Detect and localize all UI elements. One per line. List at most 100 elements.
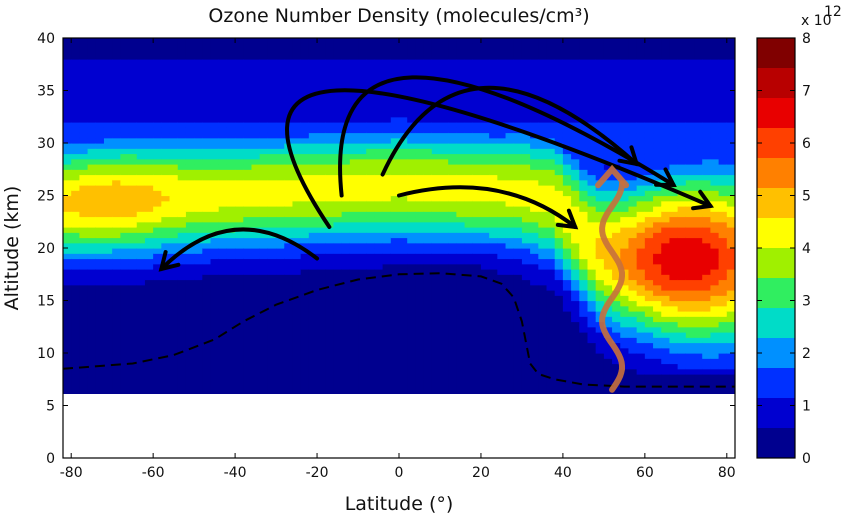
heatmap-cell	[128, 242, 138, 249]
heatmap-cell	[333, 158, 343, 165]
heatmap-cell	[341, 137, 351, 144]
heatmap-cell	[128, 69, 138, 76]
heatmap-cell	[497, 263, 507, 270]
heatmap-cell	[415, 179, 425, 186]
heatmap-cell	[71, 90, 80, 97]
heatmap-cell	[374, 363, 384, 370]
heatmap-cell	[423, 48, 433, 55]
heatmap-cell	[79, 216, 89, 223]
heatmap-cell	[235, 185, 244, 191]
heatmap-cell	[587, 95, 597, 102]
heatmap-cell	[579, 263, 589, 270]
heatmap-cell	[480, 200, 490, 207]
heatmap-cell	[661, 342, 671, 349]
heatmap-cell	[448, 305, 457, 312]
heatmap-cell	[185, 237, 195, 244]
heatmap-cell	[505, 227, 515, 233]
heatmap-cell	[185, 190, 195, 197]
heatmap-cell	[480, 148, 490, 155]
heatmap-cell	[538, 216, 548, 223]
heatmap-cell	[202, 263, 212, 270]
heatmap-cell	[587, 337, 597, 344]
heatmap-cell	[390, 290, 400, 296]
heatmap-cell	[521, 143, 531, 149]
heatmap-cell	[472, 158, 482, 165]
heatmap-cell	[612, 53, 621, 60]
heatmap-cell	[562, 211, 572, 218]
heatmap-cell	[95, 148, 105, 155]
heatmap-cell	[210, 253, 220, 260]
heatmap-cell	[202, 137, 212, 144]
heatmap-cell	[612, 111, 621, 118]
heatmap-cell	[489, 137, 498, 144]
heatmap-cell	[308, 305, 318, 312]
heatmap-cell	[235, 190, 244, 197]
heatmap-cell	[308, 137, 318, 144]
heatmap-cell	[448, 211, 457, 218]
heatmap-cell	[276, 305, 285, 312]
heatmap-cell	[390, 90, 400, 97]
heatmap-cell	[317, 227, 326, 233]
heatmap-cell	[513, 326, 523, 333]
heatmap-cell	[251, 316, 261, 323]
heatmap-cell	[407, 116, 416, 123]
heatmap-cell	[226, 174, 236, 181]
heatmap-cell	[358, 342, 367, 349]
heatmap-cell	[653, 227, 662, 233]
heatmap-cell	[415, 295, 425, 302]
heatmap-cell	[210, 311, 220, 317]
heatmap-cell	[161, 59, 171, 65]
heatmap-cell	[63, 305, 72, 312]
heatmap-cell	[177, 185, 187, 191]
heatmap-cell	[415, 221, 425, 228]
heatmap-cell	[587, 284, 597, 291]
heatmap-cell	[317, 127, 326, 134]
heatmap-cell	[349, 248, 359, 254]
heatmap-cell	[136, 242, 146, 249]
heatmap-cell	[628, 48, 638, 55]
heatmap-cell	[399, 111, 408, 118]
heatmap-cell	[628, 116, 638, 123]
heatmap-cell	[226, 148, 236, 155]
heatmap-cell	[448, 326, 457, 333]
heatmap-cell	[546, 190, 556, 197]
heatmap-cell	[177, 190, 187, 197]
heatmap-cell	[243, 38, 253, 44]
heatmap-cell	[153, 53, 162, 60]
heatmap-cell	[653, 237, 662, 244]
heatmap-cell	[571, 101, 580, 107]
heatmap-cell	[235, 148, 244, 155]
heatmap-cell	[218, 347, 228, 354]
heatmap-cell	[308, 284, 318, 291]
heatmap-cell	[251, 59, 261, 65]
heatmap-cell	[571, 321, 580, 328]
heatmap-cell	[259, 374, 269, 380]
heatmap-cell	[513, 153, 523, 160]
heatmap-cell	[661, 300, 671, 307]
heatmap-cell	[587, 53, 597, 60]
heatmap-cell	[194, 164, 203, 170]
heatmap-cell	[79, 253, 89, 260]
heatmap-cell	[144, 227, 154, 233]
heatmap-cell	[103, 337, 113, 344]
heatmap-cell	[333, 358, 343, 365]
heatmap-cell	[595, 122, 605, 128]
heatmap-cell	[497, 300, 507, 307]
heatmap-cell	[259, 274, 269, 281]
heatmap-cell	[644, 300, 654, 307]
heatmap-cell	[177, 137, 187, 144]
heatmap-cell	[423, 347, 433, 354]
heatmap-cell	[79, 279, 89, 286]
heatmap-cell	[267, 127, 277, 134]
heatmap-cell	[341, 164, 351, 170]
heatmap-cell	[439, 279, 449, 286]
heatmap-cell	[390, 332, 400, 338]
heatmap-cell	[136, 48, 146, 55]
heatmap-cell	[603, 358, 613, 365]
heatmap-cell	[530, 347, 539, 354]
heatmap-cell	[366, 269, 376, 275]
heatmap-cell	[505, 53, 515, 60]
heatmap-cell	[79, 69, 89, 76]
heatmap-cell	[95, 101, 105, 107]
heatmap-cell	[218, 164, 228, 170]
